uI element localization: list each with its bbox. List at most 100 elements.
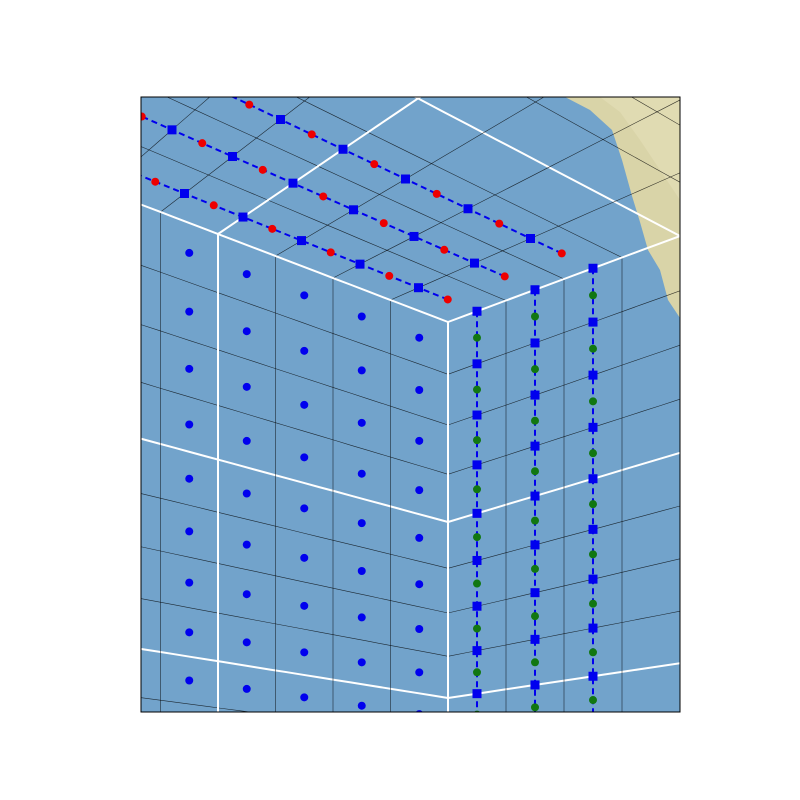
square-marker: [588, 317, 598, 327]
square-marker: [47, 72, 56, 81]
center-dot: [300, 346, 309, 355]
center-dot: [300, 504, 309, 513]
square-marker: [472, 508, 482, 518]
square-marker: [530, 338, 540, 348]
center-dot: [185, 676, 194, 685]
square-marker: [276, 115, 285, 124]
center-dot: [300, 648, 309, 657]
grid-line: [141, 493, 449, 569]
square-marker: [472, 359, 482, 369]
square-marker: [531, 725, 540, 734]
green-dot: [589, 550, 597, 559]
green-dot: [589, 648, 597, 657]
center-dot: [185, 248, 194, 257]
dashed-path: [141, 174, 449, 301]
grid-line: [141, 697, 252, 712]
red-dot: [141, 112, 146, 121]
dashed-path: [230, 97, 563, 255]
red-dot: [120, 41, 128, 49]
grid-line: [141, 97, 211, 158]
red-dot: [93, 154, 101, 162]
center-dot: [357, 469, 366, 478]
square-marker: [338, 144, 348, 154]
center-dot: [242, 684, 251, 693]
green-dot: [531, 612, 539, 621]
center-dot: [185, 364, 194, 373]
square-marker: [349, 205, 358, 215]
square-marker: [530, 540, 540, 550]
square-marker: [588, 370, 598, 380]
square-marker: [472, 555, 482, 565]
square-marker: [588, 263, 598, 273]
center-dot: [242, 540, 251, 549]
green-dot: [473, 624, 481, 633]
center-dot: [415, 486, 424, 495]
land-highlight: [600, 97, 680, 200]
square-marker: [228, 152, 237, 161]
center-dot: [300, 453, 309, 462]
grid-line: [141, 324, 449, 426]
square-marker: [473, 731, 482, 740]
green-dot: [589, 344, 597, 353]
green-dot: [531, 467, 539, 476]
center-dot: [185, 474, 194, 483]
square-marker: [409, 231, 419, 241]
center-dot: [357, 366, 366, 375]
square-marker: [530, 634, 540, 644]
center-dot: [242, 590, 251, 599]
center-dot: [242, 382, 251, 391]
face-edge: [141, 203, 449, 323]
square-marker: [214, 85, 223, 94]
center-dot: [357, 418, 366, 427]
square-marker: [401, 174, 410, 184]
red-dot: [500, 272, 509, 281]
green-dot: [473, 731, 481, 739]
red-dot: [385, 271, 394, 280]
square-marker: [472, 460, 482, 470]
square-marker: [5, 118, 14, 127]
green-dot: [473, 333, 481, 342]
face-edge: [217, 97, 422, 235]
center-dot: [300, 601, 309, 610]
square-marker: [472, 601, 482, 611]
center-dot: [242, 327, 251, 336]
square-marker: [588, 474, 598, 484]
square-marker: [180, 189, 189, 198]
green-dot: [531, 365, 539, 374]
green-dot: [531, 564, 539, 573]
grid-line: [390, 172, 680, 301]
grid-line: [0, 0, 177, 102]
red-dot: [151, 177, 160, 186]
red-dot: [443, 295, 452, 304]
green-dot: [531, 725, 539, 733]
green-dot: [473, 533, 481, 542]
center-dot: [300, 291, 309, 300]
square-marker: [238, 212, 248, 222]
center-dot: [415, 580, 424, 589]
red-dot: [245, 100, 254, 109]
red-dot: [319, 192, 328, 201]
green-dot: [589, 720, 597, 728]
square-marker: [355, 259, 365, 269]
face-edge: [141, 437, 449, 523]
green-dot: [531, 703, 539, 712]
red-dot: [258, 165, 267, 174]
center-dot: [242, 489, 251, 498]
square-marker: [151, 56, 160, 65]
center-dot: [357, 519, 366, 528]
square-marker: [589, 719, 598, 728]
red-dot: [326, 248, 335, 257]
green-dot: [473, 385, 481, 394]
green-dot: [589, 291, 597, 300]
red-dot: [307, 130, 316, 139]
square-marker: [414, 283, 423, 293]
square-marker: [470, 258, 479, 268]
frame: [140, 96, 681, 713]
green-dot: [589, 449, 597, 458]
square-marker: [588, 524, 598, 534]
red-dot: [557, 249, 566, 258]
center-dot: [357, 312, 366, 321]
green-dot: [589, 599, 597, 608]
